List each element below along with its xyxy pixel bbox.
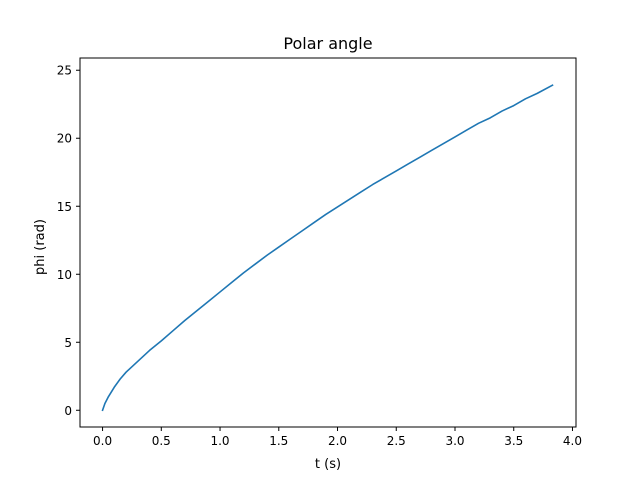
y-tick-label: 10 xyxy=(57,268,72,282)
x-tick-label: 1.5 xyxy=(269,434,288,448)
chart-title: Polar angle xyxy=(283,34,372,53)
y-tick-label: 0 xyxy=(64,404,72,418)
y-tick-label: 20 xyxy=(57,132,72,146)
x-tick-label: 0.0 xyxy=(93,434,112,448)
x-tick-label: 2.5 xyxy=(387,434,406,448)
x-tick-label: 0.5 xyxy=(152,434,171,448)
y-axis-label: phi (rad) xyxy=(33,219,48,275)
x-tick-label: 4.0 xyxy=(563,434,582,448)
y-tick-label: 15 xyxy=(57,200,72,214)
x-axis-label: t (s) xyxy=(315,457,341,472)
axis-ticks: 0.0 0.5 1.0 1.5 2.0 2.5 3.0 3.5 4.0 0 5 10 15 20 25 xyxy=(57,64,582,448)
x-tick-label: 3.0 xyxy=(445,434,464,448)
axes-frame xyxy=(79,57,577,428)
x-tick-label: 3.5 xyxy=(504,434,523,448)
plot-area xyxy=(101,84,554,412)
x-tick-label: 1.0 xyxy=(210,434,229,448)
x-tick-label: 2.0 xyxy=(328,434,347,448)
y-tick-label: 5 xyxy=(64,336,72,350)
y-tick-label: 25 xyxy=(57,64,72,78)
series-line xyxy=(101,84,554,412)
